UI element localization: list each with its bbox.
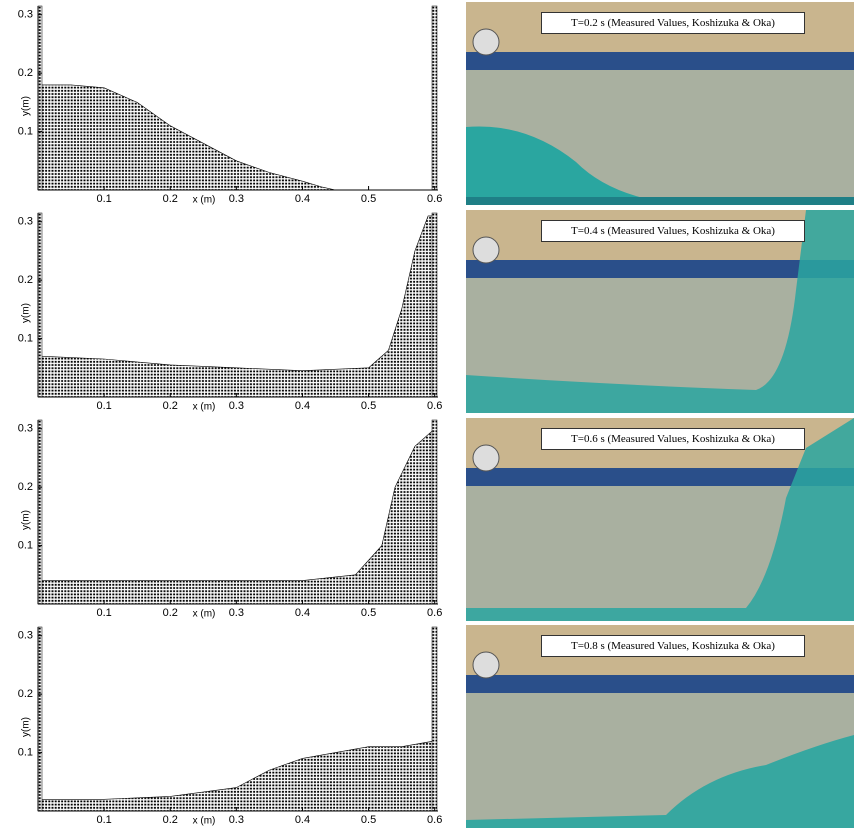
x-tick-label: 0.2 [163, 400, 178, 412]
x-tick-label: 0.3 [229, 400, 244, 412]
x-axis-label: x (m) [193, 195, 216, 206]
x-tick-label: 0.1 [96, 814, 111, 826]
fluid-particles [37, 428, 435, 605]
y-tick-label: 0.3 [18, 630, 33, 642]
photo-scene [466, 625, 854, 828]
x-tick-label: 0.3 [229, 814, 244, 826]
right-wall [431, 419, 438, 605]
photo: T=0.6 s (Measured Values, Koshizuka & Ok… [466, 418, 854, 621]
chart: 0.1 0.2 0.3 0.4 0.5 0.6 0.1 0.2 0.3 x (m) y(m) [18, 419, 442, 620]
photo-scene [466, 2, 854, 205]
chart: 0.1 0.2 0.3 0.4 0.5 0.6 0.1 0.2 0.3 x (m) y(m) [18, 212, 442, 413]
x-tick-label: 0.5 [361, 814, 376, 826]
x-tick-label: 0.4 [295, 193, 310, 205]
photo: T=0.4 s (Measured Values, Koshizuka & Ok… [466, 210, 854, 413]
x-tick-label: 0.3 [229, 607, 244, 619]
x-tick-label: 0.4 [295, 814, 310, 826]
chart: 0.1 0.2 0.3 0.4 0.5 0.6 0.1 0.2 0.3 x (m) y(m) [18, 5, 442, 206]
x-tick-label: 0.1 [96, 400, 111, 412]
x-tick-label: 0.2 [163, 814, 178, 826]
y-tick-label: 0.2 [18, 688, 33, 700]
x-tick-label: 0.4 [295, 400, 310, 412]
fluid-particles [37, 215, 435, 398]
x-axis-label: x (m) [193, 402, 216, 413]
x-tick-label: 0.2 [163, 193, 178, 205]
x-tick-label: 0.1 [96, 607, 111, 619]
y-axis-label: y(m) [21, 303, 32, 323]
photo-scene [466, 418, 854, 621]
fluid-particles [37, 740, 435, 812]
y-tick-label: 0.3 [18, 216, 33, 228]
photo-caption: T=0.8 s (Measured Values, Koshizuka & Ok… [541, 635, 805, 657]
x-axis-label: x (m) [193, 816, 216, 827]
x-tick-label: 0.3 [229, 193, 244, 205]
x-tick-label: 0.5 [361, 193, 376, 205]
photo-scene [466, 210, 854, 413]
x-tick-label: 0.5 [361, 607, 376, 619]
y-tick-label: 0.2 [18, 274, 33, 286]
x-tick-label: 0.1 [96, 193, 111, 205]
right-wall [431, 212, 438, 398]
left-wall [37, 419, 43, 605]
y-axis-label: y(m) [21, 717, 32, 737]
y-tick-label: 0.3 [18, 9, 33, 21]
fluid-particles [37, 84, 336, 191]
x-tick-label: 0.6 [427, 400, 442, 412]
photo-caption: T=0.2 s (Measured Values, Koshizuka & Ok… [541, 12, 805, 34]
x-tick-label: 0.6 [427, 814, 442, 826]
photo: T=0.8 s (Measured Values, Koshizuka & Ok… [466, 625, 854, 828]
y-tick-label: 0.1 [18, 332, 33, 344]
y-tick-label: 0.2 [18, 481, 33, 493]
photo-caption: T=0.6 s (Measured Values, Koshizuka & Ok… [541, 428, 805, 450]
x-tick-label: 0.6 [427, 607, 442, 619]
left-wall [37, 212, 43, 398]
left-wall [37, 626, 43, 812]
x-tick-label: 0.4 [295, 607, 310, 619]
photo: T=0.2 s (Measured Values, Koshizuka & Ok… [466, 2, 854, 205]
right-wall [431, 5, 438, 191]
left-wall [37, 5, 43, 191]
x-tick-label: 0.5 [361, 400, 376, 412]
chart: 0.1 0.2 0.3 0.4 0.5 0.6 0.1 0.2 0.3 x (m) y(m) [18, 626, 442, 827]
y-tick-label: 0.2 [18, 67, 33, 79]
y-tick-label: 0.3 [18, 423, 33, 435]
y-axis-label: y(m) [21, 510, 32, 530]
x-tick-label: 0.6 [427, 193, 442, 205]
photo-caption: T=0.4 s (Measured Values, Koshizuka & Ok… [541, 220, 805, 242]
x-tick-label: 0.2 [163, 607, 178, 619]
right-wall [431, 626, 438, 812]
y-axis-label: y(m) [21, 96, 32, 116]
y-tick-label: 0.1 [18, 125, 33, 137]
y-tick-label: 0.1 [18, 539, 33, 551]
y-tick-label: 0.1 [18, 746, 33, 758]
x-axis-label: x (m) [193, 609, 216, 620]
